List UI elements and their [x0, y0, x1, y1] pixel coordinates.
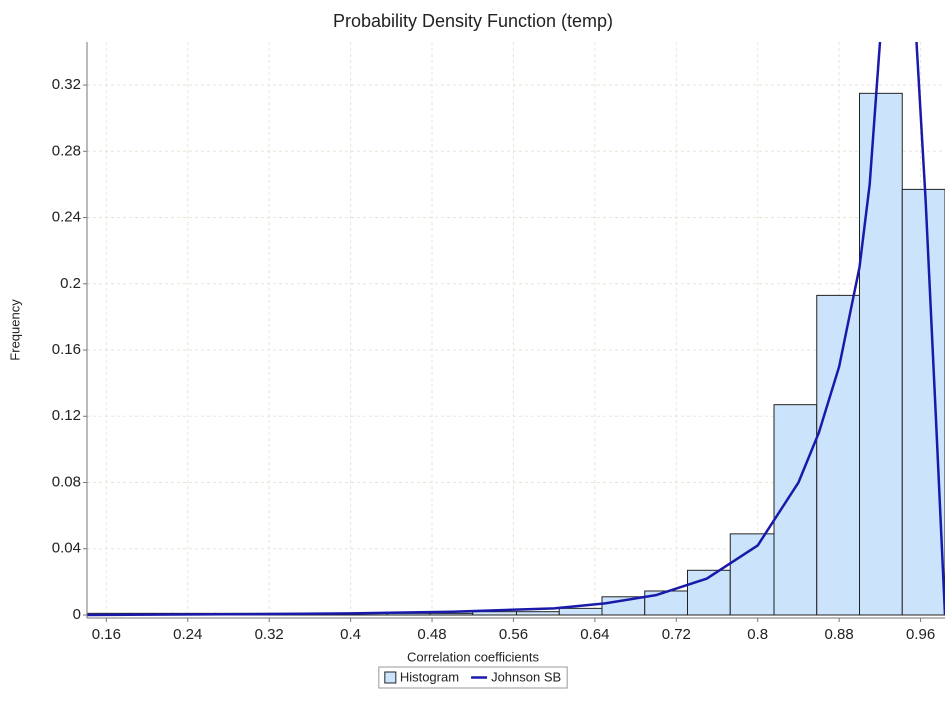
- histogram-bar: [516, 611, 560, 616]
- y-tick-label: 0.12: [52, 407, 81, 424]
- x-tick-label: 0.48: [417, 626, 446, 643]
- histogram-bar: [859, 92, 903, 616]
- x-tick-label: 0.56: [499, 626, 528, 643]
- density-line: [87, 42, 945, 617]
- y-tick-label: 0.28: [52, 142, 81, 159]
- histogram-bar: [558, 607, 603, 616]
- x-tick-label: 0.4: [340, 626, 361, 643]
- y-tick-label: 0.2: [60, 275, 81, 292]
- chart-title: Probability Density Function (temp): [333, 11, 613, 31]
- histogram-bar: [816, 294, 861, 616]
- y-axis-label: Frequency: [7, 299, 22, 361]
- x-axis-label: Correlation coefficients: [407, 649, 539, 664]
- histogram-bar: [729, 533, 775, 616]
- y-tick-label: 0.08: [52, 473, 81, 490]
- legend: Histogram Johnson SB: [378, 666, 568, 689]
- y-tick-label: 0.16: [52, 341, 81, 358]
- y-tick-label: 0: [73, 606, 81, 623]
- x-tick-label: 0.24: [173, 626, 202, 643]
- plot-content: [87, 42, 945, 617]
- y-tick-label: 0.24: [52, 209, 81, 226]
- x-tick-label: 0.72: [662, 626, 691, 643]
- y-tick-label: 0.04: [52, 540, 81, 557]
- histogram-bar: [644, 590, 688, 616]
- x-tick-label: 0.96: [906, 626, 935, 643]
- legend-label: Histogram: [400, 669, 459, 684]
- histogram-bar: [901, 188, 945, 616]
- y-tick-label: 0.32: [52, 76, 81, 93]
- x-tick-label: 0.88: [825, 626, 854, 643]
- x-tick-label: 0.8: [747, 626, 768, 643]
- x-tick-label: 0.16: [92, 626, 121, 643]
- legend-swatch: [384, 671, 397, 684]
- histogram-bar: [472, 611, 518, 616]
- legend-label: Johnson SB: [491, 669, 561, 684]
- x-tick-label: 0.32: [255, 626, 284, 643]
- histogram-bar: [429, 612, 474, 616]
- x-tick-label: 0.64: [580, 626, 609, 643]
